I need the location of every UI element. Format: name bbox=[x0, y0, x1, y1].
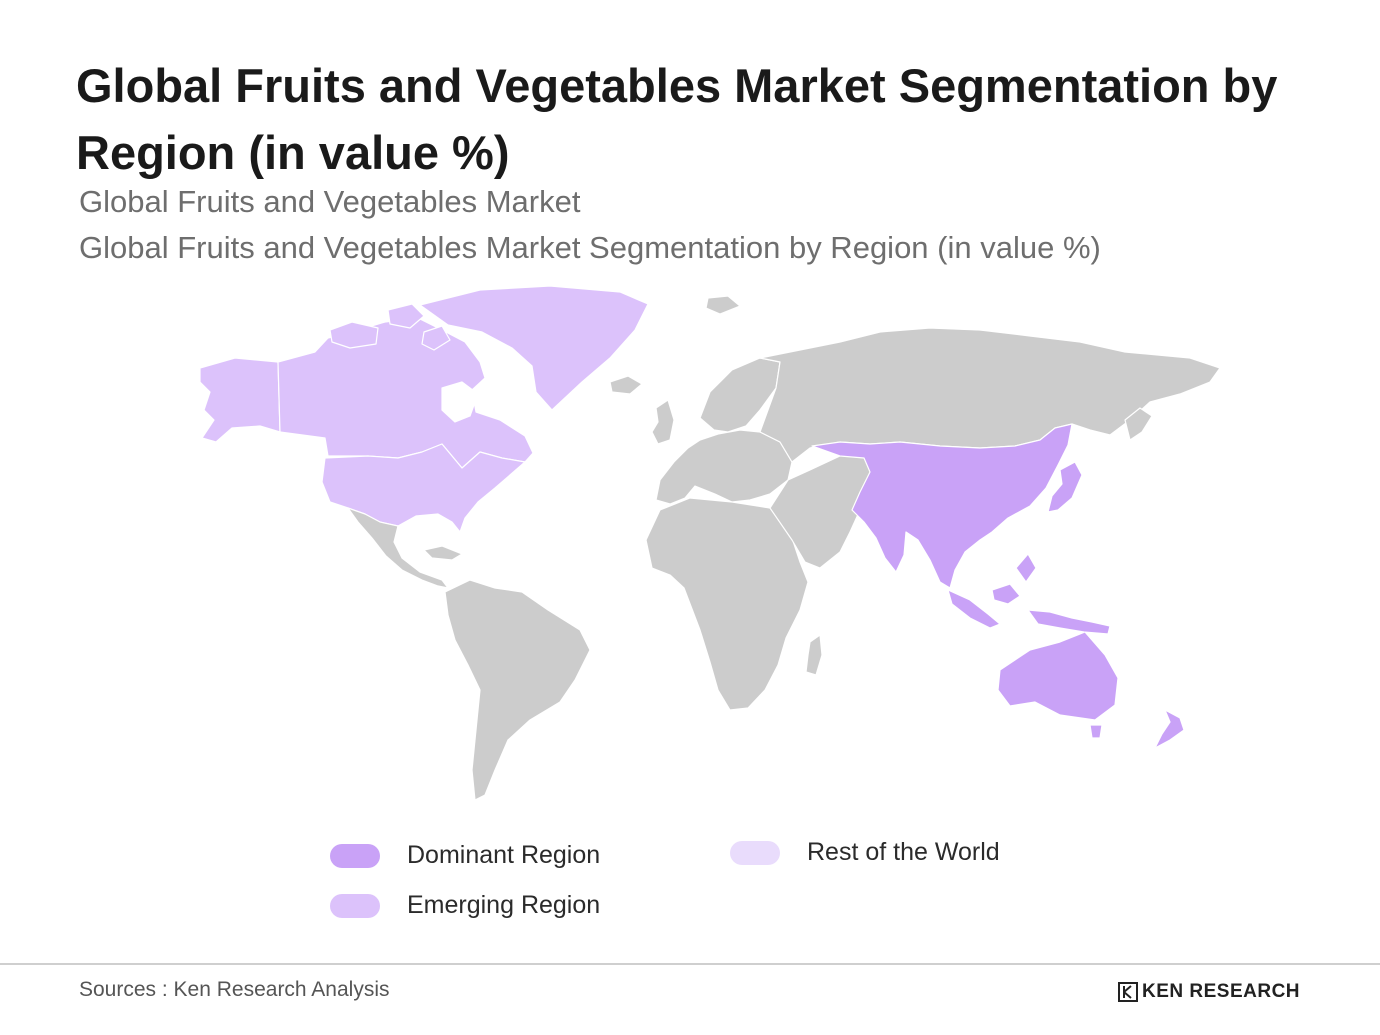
map-region-arctic-islands bbox=[329, 303, 451, 351]
map-region-caribbean bbox=[423, 545, 463, 561]
map-region-africa bbox=[645, 497, 809, 711]
map-region-russia bbox=[759, 327, 1221, 463]
ken-research-logo: KEN RESEARCH bbox=[1118, 981, 1300, 1003]
world-map bbox=[199, 285, 1221, 801]
logo-text: KEN RESEARCH bbox=[1142, 981, 1301, 1002]
chart-subtitle: Global Fruits and Vegetables Market Segm… bbox=[79, 230, 1101, 265]
map-region-australia bbox=[997, 631, 1119, 721]
map-region-madagascar bbox=[805, 634, 823, 676]
map-region-far-east bbox=[1124, 407, 1153, 441]
source-note: Sources : Ken Research Analysis bbox=[79, 978, 390, 1001]
map-region-svalbard bbox=[705, 295, 741, 315]
map-region-south-america bbox=[444, 579, 591, 801]
legend-item-emerging: Emerging Region bbox=[330, 891, 600, 920]
legend-swatch-rest bbox=[730, 840, 780, 865]
map-water-hudson-bay bbox=[441, 381, 479, 423]
map-region-europe bbox=[655, 429, 793, 505]
legend-swatch-emerging bbox=[330, 893, 380, 918]
legend-item-dominant: Dominant Region bbox=[330, 841, 600, 870]
map-region-central-america bbox=[347, 507, 449, 589]
footer-divider bbox=[0, 963, 1380, 965]
map-region-iceland bbox=[609, 375, 643, 395]
map-region-canada bbox=[277, 317, 534, 469]
map-region-tasmania bbox=[1089, 724, 1103, 739]
legend-label-emerging: Emerging Region bbox=[407, 891, 601, 919]
map-region-japan bbox=[1047, 461, 1083, 513]
page-title: Global Fruits and Vegetables Market Segm… bbox=[76, 59, 1278, 179]
page-subtitle: Global Fruits and Vegetables Market bbox=[79, 184, 581, 219]
map-region-greenland bbox=[419, 285, 649, 411]
map-region-asia-pacific bbox=[811, 423, 1073, 589]
ken-research-logo-icon bbox=[1118, 982, 1138, 1002]
legend-swatch-dominant bbox=[330, 843, 380, 868]
map-region-new-zealand bbox=[1154, 709, 1185, 749]
map-region-uk bbox=[651, 399, 675, 445]
legend-item-rest: Rest of the World bbox=[730, 838, 1000, 867]
legend-label-dominant: Dominant Region bbox=[407, 841, 601, 869]
legend-label-rest: Rest of the World bbox=[807, 838, 1000, 866]
map-region-southeast-asia-islands bbox=[947, 553, 1111, 635]
map-region-alaska bbox=[199, 357, 281, 443]
map-region-usa bbox=[321, 443, 526, 533]
